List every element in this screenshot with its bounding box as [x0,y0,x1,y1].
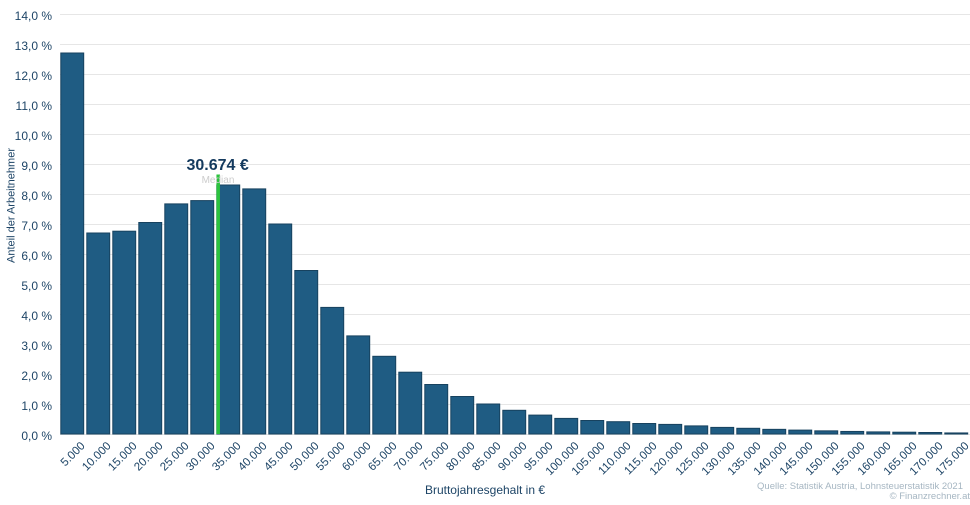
svg-text:© Finanzrechner.at: © Finanzrechner.at [890,491,970,500]
svg-text:1,0 %: 1,0 % [21,399,52,413]
svg-text:7,0 %: 7,0 % [21,219,52,233]
svg-text:5,0 %: 5,0 % [21,279,52,293]
svg-text:13,0 %: 13,0 % [15,39,53,53]
svg-text:Anteil der Arbeitnehmer: Anteil der Arbeitnehmer [6,148,18,263]
svg-text:2,0 %: 2,0 % [21,369,52,383]
svg-text:9,0 %: 9,0 % [21,159,52,173]
svg-text:8,0 %: 8,0 % [21,189,52,203]
svg-text:Median: Median [202,175,235,186]
svg-text:11,0 %: 11,0 % [16,99,53,113]
svg-text:3,0 %: 3,0 % [21,339,52,353]
svg-text:12,0 %: 12,0 % [15,69,53,83]
svg-text:Quelle: Statistik Austria, Loh: Quelle: Statistik Austria, Lohnsteuersta… [757,481,963,492]
svg-text:10,0 %: 10,0 % [15,129,53,143]
svg-text:30.674 €: 30.674 € [186,157,248,174]
svg-text:4,0 %: 4,0 % [21,309,52,323]
svg-text:6,0 %: 6,0 % [21,249,52,263]
svg-text:14,0 %: 14,0 % [15,9,53,23]
svg-text:0,0 %: 0,0 % [21,429,52,443]
svg-text:Bruttojahresgehalt in €: Bruttojahresgehalt in € [425,483,545,497]
